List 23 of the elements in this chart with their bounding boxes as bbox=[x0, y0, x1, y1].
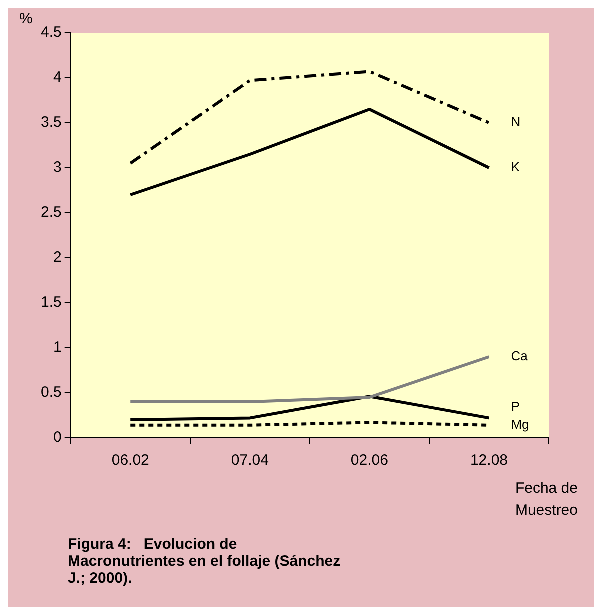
y-tick-label: 2.5 bbox=[40, 204, 62, 222]
x-tick-label: 12.08 bbox=[470, 452, 508, 470]
series-label: N bbox=[511, 114, 521, 130]
x-axis-title: Fecha de Muestreo bbox=[514, 479, 579, 521]
y-axis-title: % bbox=[20, 10, 33, 28]
series-label: K bbox=[511, 160, 520, 175]
series-label: Mg bbox=[511, 416, 530, 432]
series-label: P bbox=[511, 398, 520, 414]
y-tick-label: 4 bbox=[54, 69, 62, 86]
x-tick-label: 02.06 bbox=[350, 452, 388, 470]
text: Figura 4: Evolucion de Macronutrientes en el follaje (Sánchez J.; 2000). bbox=[67, 535, 342, 589]
y-tick-label: 0.5 bbox=[40, 384, 62, 402]
y-tick-label: 4.5 bbox=[40, 24, 62, 42]
x-tick-label: 07.04 bbox=[231, 452, 269, 470]
x-tick-label: 06.02 bbox=[112, 452, 150, 470]
y-tick-label: 2 bbox=[54, 249, 62, 266]
series-label: Ca bbox=[511, 348, 529, 364]
y-tick-label: 0 bbox=[54, 429, 62, 446]
y-tick-label: 1 bbox=[54, 339, 62, 356]
y-tick-label: 1.5 bbox=[40, 294, 62, 312]
y-tick-label: 3 bbox=[54, 159, 62, 176]
line-series bbox=[129, 70, 491, 165]
y-tick-label: 3.5 bbox=[40, 114, 62, 132]
